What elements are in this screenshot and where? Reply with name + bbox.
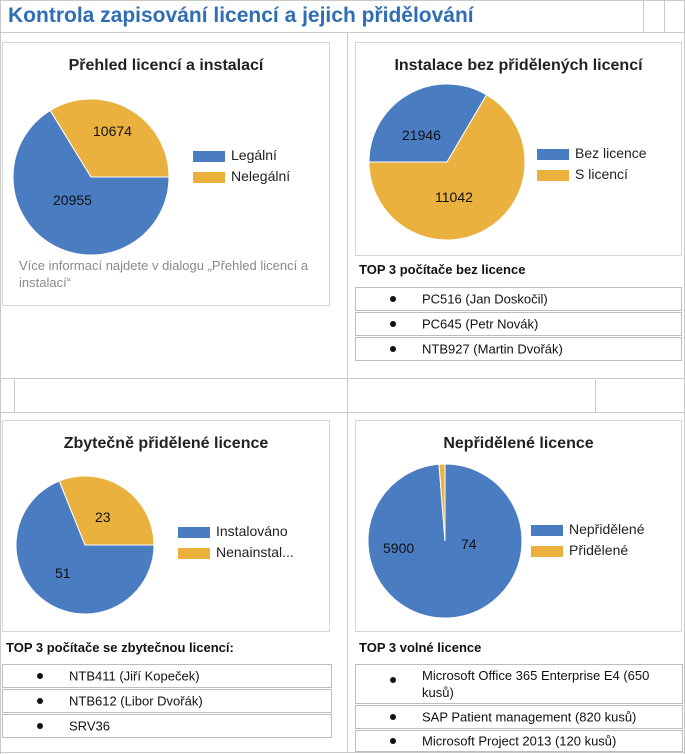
pie-slice-1 [12, 109, 170, 256]
grid-line [0, 378, 685, 379]
unnecessary-panel: Zbytečně přidělené licence 23 51 Instalo… [2, 420, 330, 632]
list-item: Microsoft Office 365 Enterprise E4 (650 … [355, 664, 683, 704]
overview-label-legal: 20955 [53, 192, 92, 208]
pie-slice-2 [58, 475, 155, 546]
unassigned-panel: Nepřidělené licence 5900 74 Nepřidělené … [355, 420, 682, 632]
pie-slice-1 [368, 83, 488, 163]
overview-panel: Přehled licencí a instalací 10674 20955 … [2, 42, 330, 306]
grid-line [0, 32, 685, 33]
grid-line [14, 380, 15, 412]
grid-line [347, 32, 348, 752]
pie-slice-1 [15, 480, 155, 615]
top-unnecessary-header: TOP 3 počítače se zbytečnou licencí: [6, 640, 234, 655]
overview-title: Přehled licencí a instalací [68, 57, 264, 74]
unassigned-title: Nepřidělené licence [443, 435, 594, 452]
grid-line [664, 0, 665, 32]
list-item: PC516 (Jan Doskočil) [355, 287, 682, 311]
unlicensed-label-unlicensed: 11042 [435, 189, 473, 205]
list-item: PC645 (Petr Novák) [355, 312, 682, 336]
grid-line [643, 0, 644, 32]
grid-line [0, 0, 1, 754]
unnecessary-title: Zbytečně přidělené licence [63, 435, 269, 452]
unnecessary-label-notinstalled: 23 [95, 509, 111, 525]
overview-pie-chart [12, 98, 170, 256]
list-item: SAP Patient management (820 kusů) [355, 705, 683, 729]
unlicensed-pie-chart [368, 83, 526, 241]
page-title: Kontrola zapisování licencí a jejich při… [8, 4, 474, 27]
unlicensed-label-licensed: 21946 [402, 127, 441, 143]
overview-label-illegal: 10674 [93, 123, 132, 139]
unlicensed-title: Instalace bez přidělených licencí [394, 57, 643, 74]
list-item: NTB411 (Jiří Kopeček) [2, 664, 332, 688]
grid-line [0, 412, 685, 413]
pie-slice-2 [49, 98, 170, 178]
unlicensed-panel: Instalace bez přidělených licencí 21946 … [355, 42, 682, 256]
list-item: NTB927 (Martin Dvořák) [355, 337, 682, 361]
unassigned-label-assigned: 74 [461, 536, 477, 552]
list-item: SRV36 [2, 714, 332, 738]
top-free-header: TOP 3 volné licence [359, 640, 482, 655]
grid-line [595, 380, 596, 412]
unassigned-label-unassigned: 5900 [383, 540, 415, 556]
pie-slice-2 [368, 94, 526, 241]
grid-line [0, 752, 685, 753]
unnecessary-pie-chart [15, 475, 155, 615]
list-item: NTB612 (Libor Dvořák) [2, 689, 332, 713]
list-item: Microsoft Project 2013 (120 kusů) [355, 730, 683, 752]
top-unlicensed-header: TOP 3 počítače bez licence [359, 262, 526, 277]
unnecessary-label-installed: 51 [55, 565, 71, 581]
pie-slice-2 [438, 463, 446, 542]
grid-line [0, 0, 685, 1]
unassigned-pie-chart [367, 463, 523, 619]
overview-note: Více informací najdete v dialogu „Přehle… [19, 258, 309, 290]
